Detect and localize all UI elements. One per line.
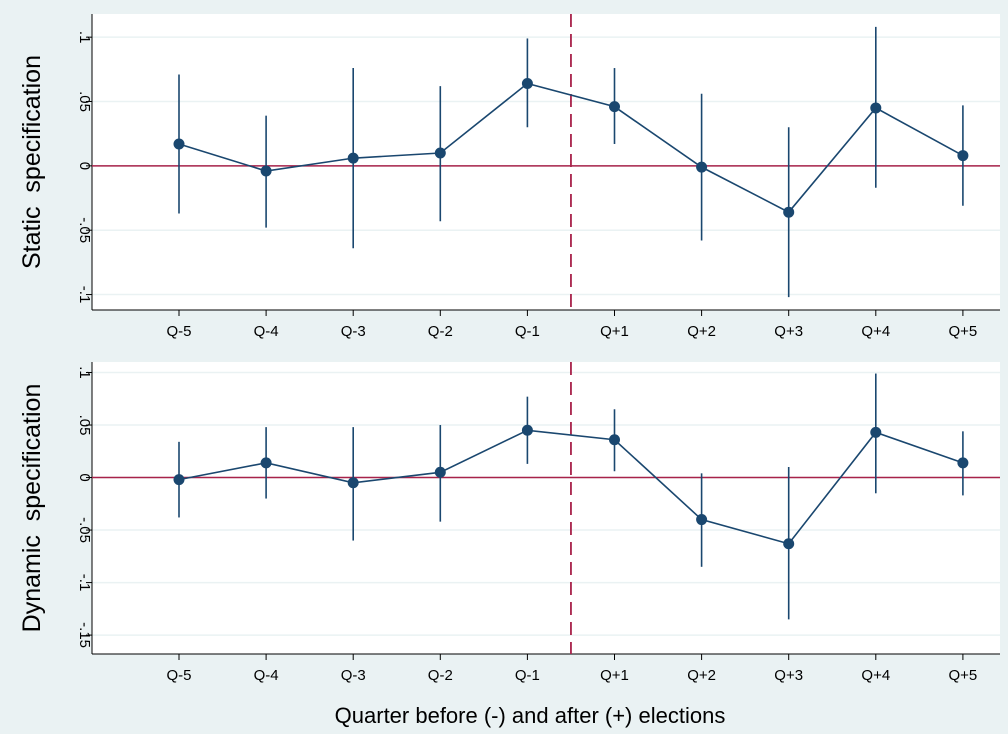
- x-tick-label: Q+5: [949, 323, 978, 340]
- data-point: [434, 147, 446, 159]
- y-tick-label: -.05: [76, 517, 93, 543]
- data-point: [347, 477, 359, 489]
- data-point: [696, 161, 708, 173]
- data-point: [521, 424, 533, 436]
- data-point: [609, 434, 620, 446]
- x-tick-label: Q-3: [341, 323, 366, 340]
- series-line: [178, 82, 964, 214]
- x-tick-label: Q-5: [166, 323, 191, 340]
- y-axis-title: Static specification: [18, 55, 46, 269]
- data-point: [521, 77, 533, 89]
- data-point: [957, 150, 969, 162]
- data-point: [173, 138, 185, 150]
- x-tick-label: Q-1: [515, 667, 540, 684]
- x-tick-label: Q-2: [428, 667, 453, 684]
- x-tick-label: Q+4: [861, 323, 890, 340]
- data-point: [173, 474, 185, 486]
- x-tick-label: Q-2: [428, 323, 453, 340]
- x-tick-label: Q+2: [687, 323, 716, 340]
- data-point: [260, 457, 272, 469]
- data-point: [609, 101, 620, 113]
- data-point: [783, 206, 795, 218]
- x-tick-label: Q-4: [254, 323, 279, 340]
- x-tick-label: Q+3: [774, 667, 803, 684]
- x-tick-label: Q-1: [515, 323, 540, 340]
- y-tick-label: 0: [76, 162, 93, 170]
- x-tick-label: Q+1: [600, 667, 629, 684]
- x-tick-label: Q+1: [600, 323, 629, 340]
- data-point: [870, 426, 882, 438]
- panel-dynamic: .1 .05 0 -.05 -.1 -.15 Q-5 Q-4 Q-3 Q-2 Q-1 Q+1 Q+2 Q+…: [18, 362, 1000, 684]
- x-tick-label: Q+5: [949, 667, 978, 684]
- data-point: [870, 102, 882, 114]
- y-tick-label: -.15: [76, 622, 93, 648]
- data-point: [260, 165, 272, 177]
- y-tick-label: .1: [76, 31, 93, 44]
- data-point: [696, 514, 708, 526]
- y-tick-label: .05: [76, 415, 93, 436]
- series-line: [178, 429, 964, 545]
- x-tick-label: Q-5: [166, 667, 191, 684]
- plot-area: [92, 362, 1000, 654]
- plot-area: [92, 14, 1000, 310]
- x-axis-title: Quarter before (-) and after (+) electio…: [335, 703, 726, 728]
- y-tick-label: -.05: [76, 217, 93, 243]
- data-point: [783, 538, 795, 550]
- panel-static: .1 .05 0 -.05 -.1 Q-5 Q-4 Q-3 Q-2 Q-1 Q+1 Q+2 Q+3 Q+4…: [18, 14, 1000, 340]
- y-tick-label: -.1: [76, 574, 93, 592]
- y-tick-label: .1: [76, 366, 93, 379]
- y-axis-title: Dynamic specification: [18, 384, 46, 633]
- x-tick-label: Q+2: [687, 667, 716, 684]
- x-tick-label: Q-3: [341, 667, 366, 684]
- x-tick-label: Q-4: [254, 667, 279, 684]
- y-tick-label: 0: [76, 473, 93, 481]
- y-tick-label: .05: [76, 91, 93, 112]
- x-tick-label: Q+4: [861, 667, 890, 684]
- data-point: [434, 466, 446, 478]
- y-tick-label: -.1: [76, 286, 93, 304]
- x-tick-label: Q+3: [774, 323, 803, 340]
- data-point: [957, 457, 969, 469]
- data-point: [347, 152, 359, 164]
